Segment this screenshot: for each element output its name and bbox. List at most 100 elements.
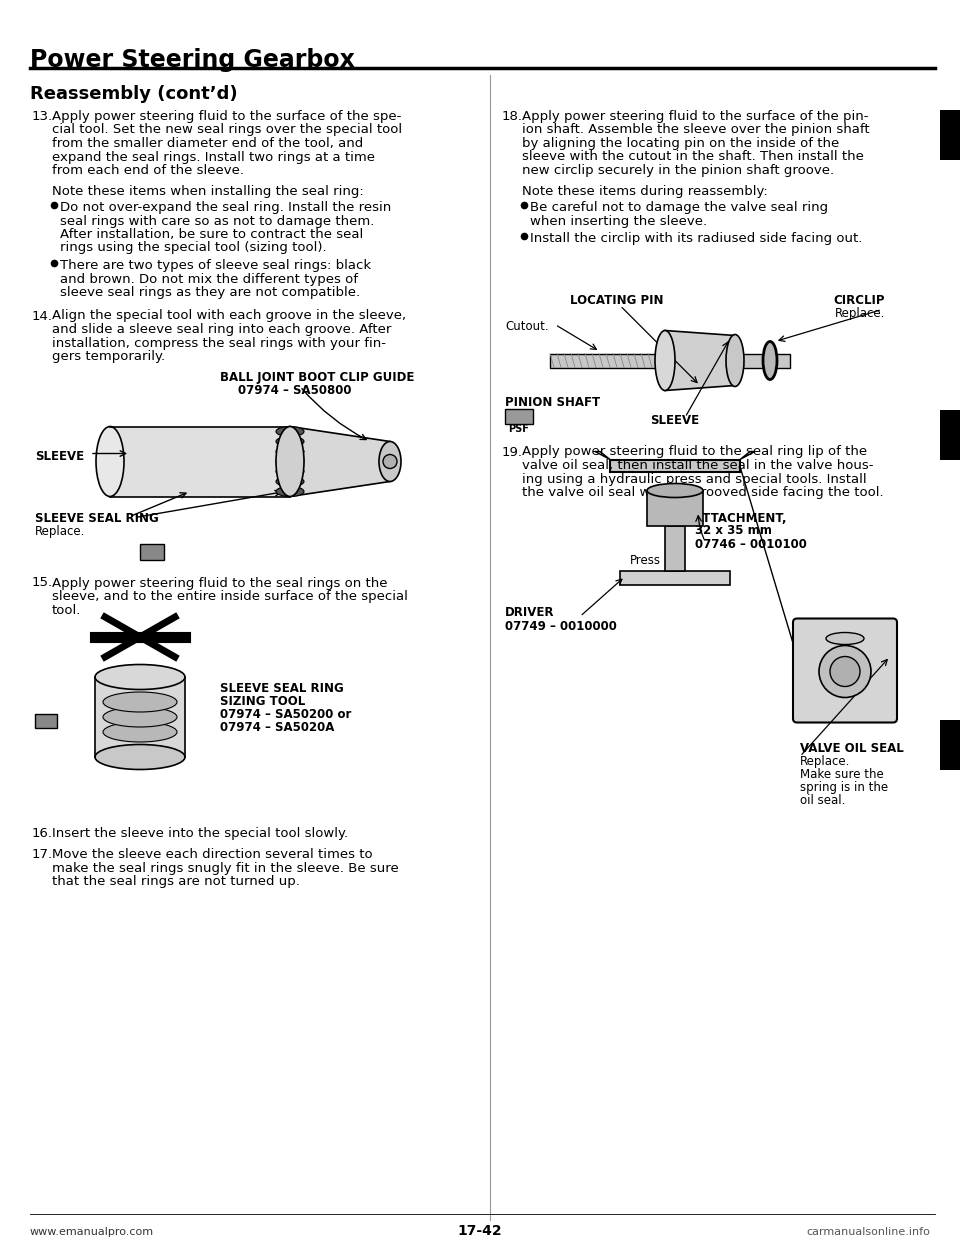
Text: Cutout.: Cutout. xyxy=(505,320,548,334)
Bar xyxy=(140,544,164,559)
Text: oil seal.: oil seal. xyxy=(800,794,846,806)
Text: Apply power steering fluid to the seal ring lip of the: Apply power steering fluid to the seal r… xyxy=(522,446,867,458)
Bar xyxy=(35,714,57,728)
Text: sleeve with the cutout in the shaft. Then install the: sleeve with the cutout in the shaft. The… xyxy=(522,150,864,164)
Text: After installation, be sure to contract the seal: After installation, be sure to contract … xyxy=(60,229,363,241)
Polygon shape xyxy=(740,354,790,368)
Ellipse shape xyxy=(726,334,744,386)
Text: by aligning the locating pin on the inside of the: by aligning the locating pin on the insi… xyxy=(522,137,839,150)
Text: cial tool. Set the new seal rings over the special tool: cial tool. Set the new seal rings over t… xyxy=(52,123,402,137)
Text: expand the seal rings. Install two rings at a time: expand the seal rings. Install two rings… xyxy=(52,150,375,164)
Text: Replace.: Replace. xyxy=(800,754,851,768)
Text: Install the circlip with its radiused side facing out.: Install the circlip with its radiused si… xyxy=(530,232,862,245)
Text: 07746 – 0010100: 07746 – 0010100 xyxy=(695,538,806,550)
Text: ATTACHMENT,: ATTACHMENT, xyxy=(695,512,787,524)
Ellipse shape xyxy=(276,487,304,497)
Ellipse shape xyxy=(379,441,401,482)
Bar xyxy=(940,111,960,160)
Ellipse shape xyxy=(763,342,777,380)
Text: when inserting the sleeve.: when inserting the sleeve. xyxy=(530,215,708,227)
Text: Insert the sleeve into the special tool slowly.: Insert the sleeve into the special tool … xyxy=(52,827,348,840)
Text: the valve oil seal with its grooved side facing the tool.: the valve oil seal with its grooved side… xyxy=(522,486,883,499)
Ellipse shape xyxy=(103,707,177,727)
Text: 19.: 19. xyxy=(502,446,523,458)
Bar xyxy=(610,460,740,472)
Bar xyxy=(647,491,703,525)
Text: SLEEVE SEAL RING: SLEEVE SEAL RING xyxy=(35,512,158,524)
Text: from the smaller diameter end of the tool, and: from the smaller diameter end of the too… xyxy=(52,137,363,150)
Ellipse shape xyxy=(830,657,860,687)
Text: PINION SHAFT: PINION SHAFT xyxy=(505,395,600,409)
Bar xyxy=(940,720,960,770)
Text: SLEEVE SEAL RING: SLEEVE SEAL RING xyxy=(220,682,344,696)
Ellipse shape xyxy=(276,467,304,477)
Text: Move the sleeve each direction several times to: Move the sleeve each direction several t… xyxy=(52,848,372,862)
Text: carmanualsonline.info: carmanualsonline.info xyxy=(806,1227,930,1237)
Text: VALVE OIL SEAL: VALVE OIL SEAL xyxy=(800,741,903,754)
Bar xyxy=(505,409,533,424)
Text: that the seal rings are not turned up.: that the seal rings are not turned up. xyxy=(52,876,300,888)
Text: 17.: 17. xyxy=(32,848,53,862)
Text: 13.: 13. xyxy=(32,111,53,123)
Text: and slide a sleeve seal ring into each groove. After: and slide a sleeve seal ring into each g… xyxy=(52,323,392,337)
Text: 14.: 14. xyxy=(32,309,53,323)
Text: DRIVER: DRIVER xyxy=(505,606,555,620)
Text: 17-42: 17-42 xyxy=(458,1225,502,1238)
Text: Apply power steering fluid to the surface of the pin-: Apply power steering fluid to the surfac… xyxy=(522,111,869,123)
Polygon shape xyxy=(290,426,390,497)
Bar xyxy=(620,570,730,585)
Polygon shape xyxy=(740,452,755,460)
Ellipse shape xyxy=(103,722,177,741)
Text: Do not over-expand the seal ring. Install the resin: Do not over-expand the seal ring. Instal… xyxy=(60,201,392,214)
Ellipse shape xyxy=(647,483,703,498)
Text: sleeve, and to the entire inside surface of the special: sleeve, and to the entire inside surface… xyxy=(52,590,408,604)
Text: rings using the special tool (sizing tool).: rings using the special tool (sizing too… xyxy=(60,241,326,255)
FancyBboxPatch shape xyxy=(793,619,897,723)
Text: SIZING TOOL: SIZING TOOL xyxy=(220,696,305,708)
Text: LOCATING PIN: LOCATING PIN xyxy=(570,293,663,307)
Ellipse shape xyxy=(276,426,304,497)
Polygon shape xyxy=(550,354,740,368)
Text: make the seal rings snugly fit in the sleeve. Be sure: make the seal rings snugly fit in the sl… xyxy=(52,862,398,876)
Text: Make sure the: Make sure the xyxy=(800,768,884,780)
Text: Align the special tool with each groove in the sleeve,: Align the special tool with each groove … xyxy=(52,309,406,323)
Ellipse shape xyxy=(826,632,864,645)
Text: gers temporarily.: gers temporarily. xyxy=(52,350,165,363)
Ellipse shape xyxy=(276,447,304,457)
Text: Apply power steering fluid to the seal rings on the: Apply power steering fluid to the seal r… xyxy=(52,576,388,590)
Bar xyxy=(95,677,185,758)
Polygon shape xyxy=(595,452,610,460)
Text: tool.: tool. xyxy=(52,604,82,616)
Text: BALL JOINT BOOT CLIP GUIDE: BALL JOINT BOOT CLIP GUIDE xyxy=(220,371,415,385)
Text: 18.: 18. xyxy=(502,111,523,123)
Text: installation, compress the seal rings with your fin-: installation, compress the seal rings wi… xyxy=(52,337,386,349)
Text: Apply power steering fluid to the surface of the spe-: Apply power steering fluid to the surfac… xyxy=(52,111,401,123)
Text: SLEEVE: SLEEVE xyxy=(650,414,699,426)
Text: from each end of the sleeve.: from each end of the sleeve. xyxy=(52,164,244,178)
Ellipse shape xyxy=(103,692,177,712)
Text: sleeve seal rings as they are not compatible.: sleeve seal rings as they are not compat… xyxy=(60,286,360,299)
Text: ion shaft. Assemble the sleeve over the pinion shaft: ion shaft. Assemble the sleeve over the … xyxy=(522,123,870,137)
Text: and brown. Do not mix the different types of: and brown. Do not mix the different type… xyxy=(60,272,358,286)
Text: 07974 – SA50800: 07974 – SA50800 xyxy=(238,385,351,397)
Ellipse shape xyxy=(276,426,304,436)
Text: Note these items during reassembly:: Note these items during reassembly: xyxy=(522,185,768,199)
Ellipse shape xyxy=(95,664,185,689)
Text: CIRCLIP: CIRCLIP xyxy=(833,293,885,307)
Text: Press: Press xyxy=(630,554,661,566)
Ellipse shape xyxy=(95,744,185,770)
Text: ing using a hydraulic press and special tools. Install: ing using a hydraulic press and special … xyxy=(522,472,867,486)
Text: 07749 – 0010000: 07749 – 0010000 xyxy=(505,620,617,632)
Text: Replace.: Replace. xyxy=(834,307,885,319)
Text: spring is in the: spring is in the xyxy=(800,780,888,794)
Text: www.emanualpro.com: www.emanualpro.com xyxy=(30,1227,155,1237)
Text: 15.: 15. xyxy=(32,576,53,590)
Ellipse shape xyxy=(655,330,675,390)
Text: valve oil seal, then install the seal in the valve hous-: valve oil seal, then install the seal in… xyxy=(522,460,874,472)
Ellipse shape xyxy=(276,436,304,447)
Ellipse shape xyxy=(276,457,304,467)
Text: 16.: 16. xyxy=(32,827,53,840)
Text: new circlip securely in the pinion shaft groove.: new circlip securely in the pinion shaft… xyxy=(522,164,834,178)
Text: 32 x 35 mm: 32 x 35 mm xyxy=(695,524,772,538)
Ellipse shape xyxy=(276,477,304,487)
